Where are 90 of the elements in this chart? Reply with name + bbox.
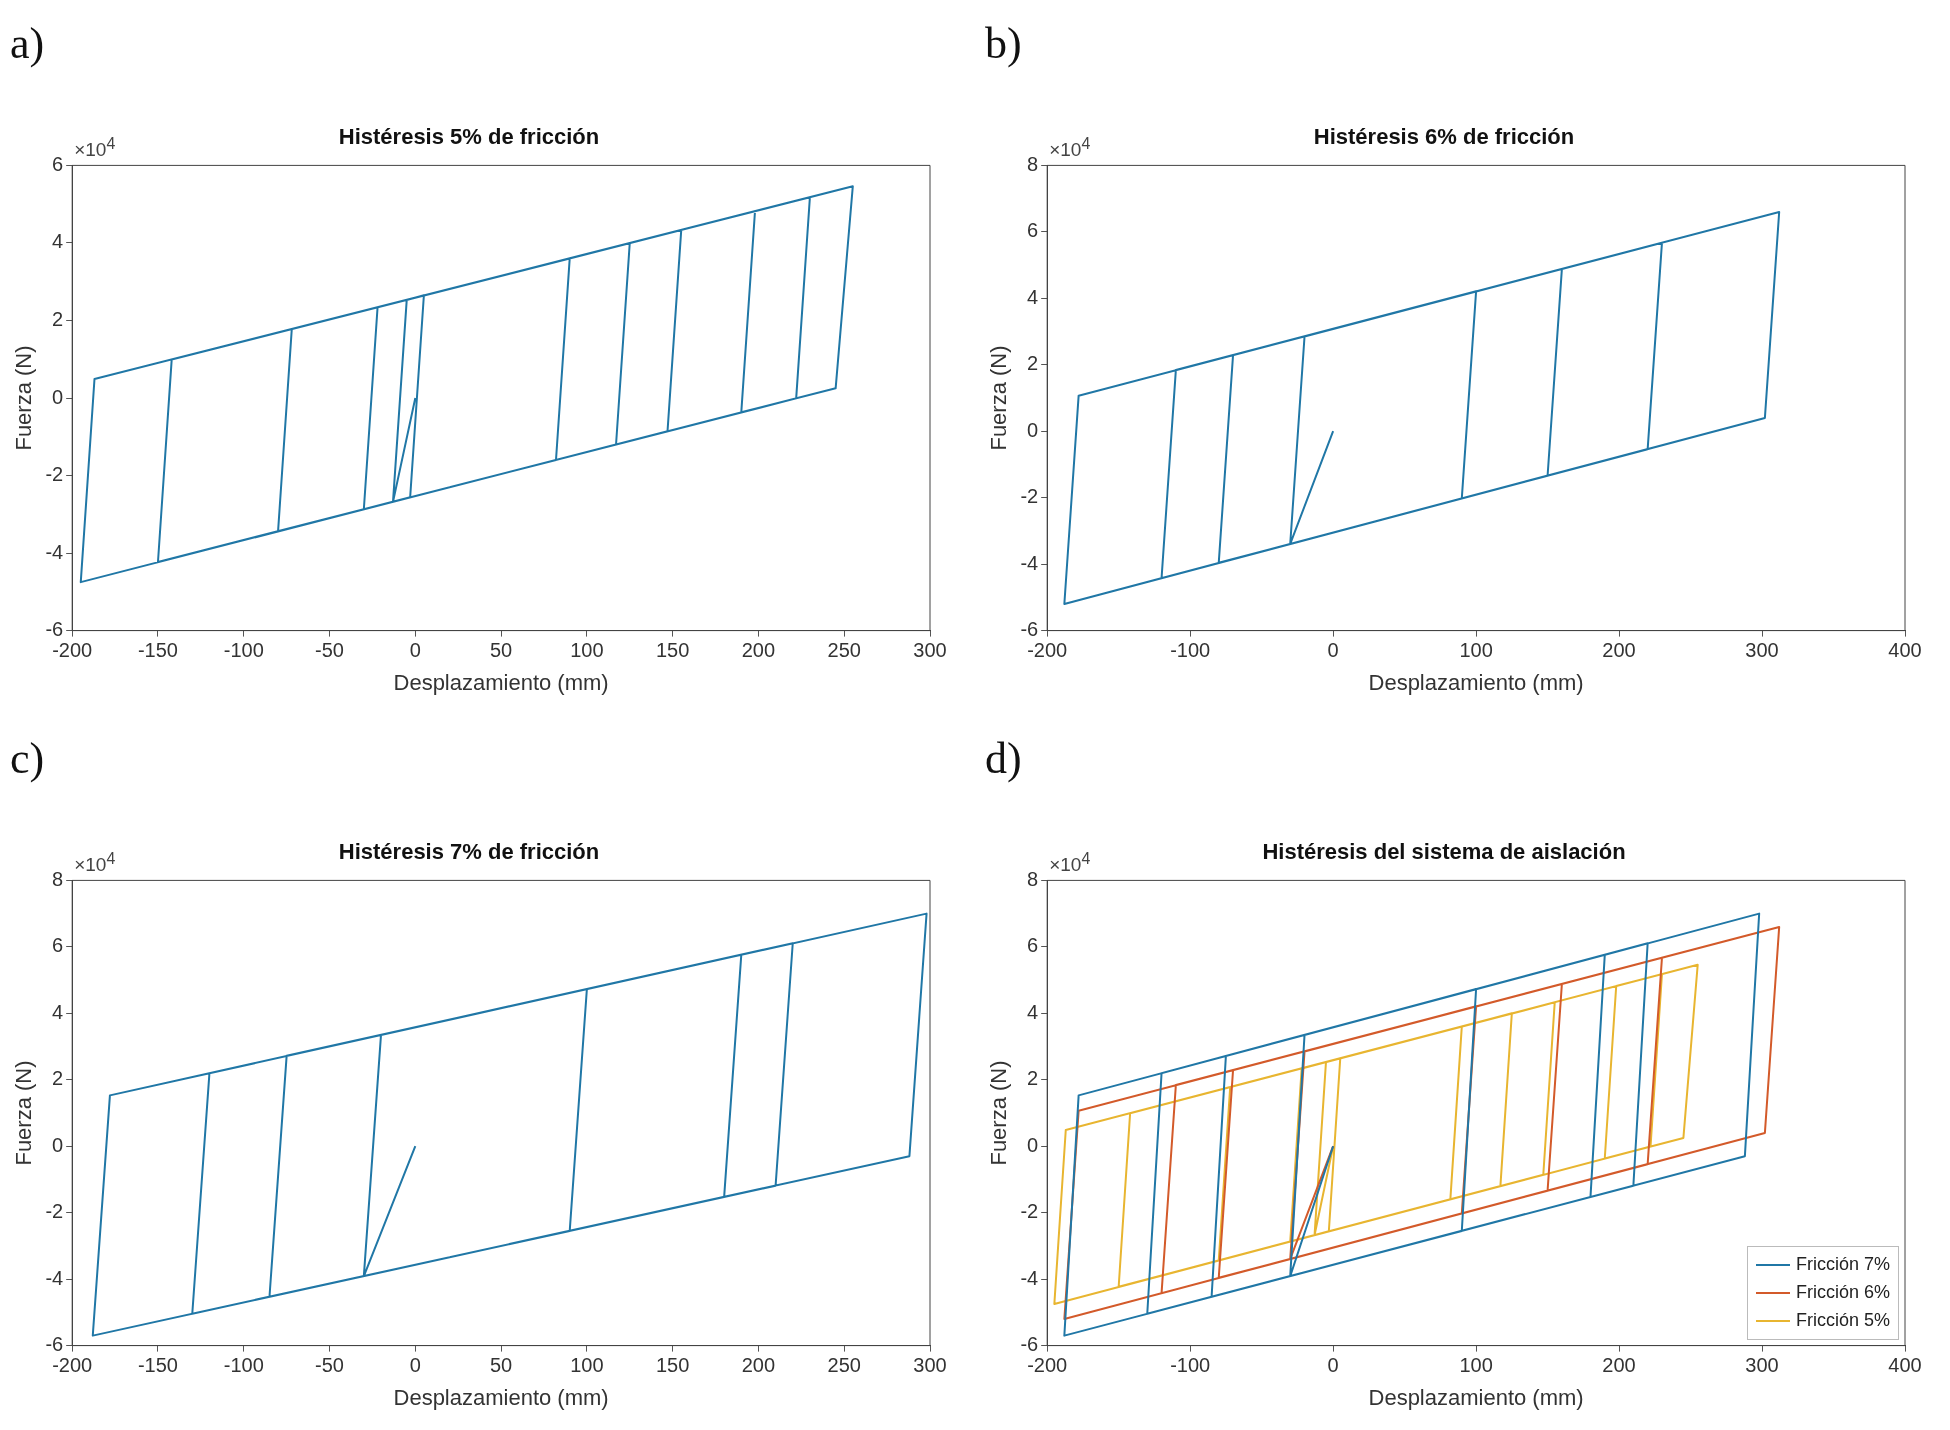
text: d)	[985, 733, 1022, 784]
legend-label: Fricción 7%	[1796, 1254, 1891, 1276]
y-tick-label: 2	[52, 307, 64, 330]
x-axis-title: Desplazamiento (mm)	[1368, 1384, 1584, 1410]
legend-label: Fricción 5%	[1796, 1310, 1891, 1332]
y-tick-label: -2	[1020, 1200, 1039, 1223]
x-tick-label: 300	[913, 639, 947, 662]
x-tick-label: 200	[741, 639, 776, 662]
x-tick-label: 100	[570, 639, 604, 662]
x-tick-label: 50	[489, 639, 513, 662]
x-tick-label: 200	[741, 1354, 776, 1377]
y-tick-label: 4	[52, 1000, 64, 1023]
y-tick-label: 6	[52, 934, 64, 957]
x-tick-label: -150	[137, 639, 178, 662]
x-tick-label: 200	[1602, 639, 1636, 662]
y-tick-label: 2	[1027, 352, 1039, 375]
y-tick-label: 6	[1027, 219, 1039, 242]
y-tick-label: 6	[52, 152, 64, 175]
x-tick-label: -50	[315, 1354, 344, 1377]
x-tick-label: 400	[1888, 1354, 1922, 1377]
x-tick-label: 0	[1327, 1354, 1339, 1377]
x-tick-label: 150	[655, 639, 690, 662]
x-axis-title: Desplazamiento (mm)	[393, 1384, 609, 1410]
y-tick-label: -4	[1020, 1266, 1039, 1289]
x-tick-label: -100	[1170, 639, 1211, 662]
y-tick-label: 4	[1027, 1000, 1039, 1023]
x-tick-label: 100	[570, 1354, 604, 1377]
x-tick-label: -100	[223, 639, 264, 662]
y-tick-label: -2	[45, 463, 64, 486]
y-tick-label: -6	[1020, 618, 1039, 641]
y-tick-label: 0	[52, 385, 64, 408]
x-tick-label: 50	[489, 1354, 513, 1377]
legend-label: Fricción 6%	[1796, 1282, 1891, 1304]
y-tick-label: 8	[52, 867, 64, 890]
x-axis-title: Desplazamiento (mm)	[1368, 669, 1584, 695]
x-tick-label: 0	[409, 639, 421, 662]
text: ×10$^{4}$	[74, 135, 116, 162]
x-axis-title: Desplazamiento (mm)	[393, 669, 609, 695]
y-tick-label: -6	[45, 1333, 64, 1356]
x-tick-label: 0	[1327, 639, 1339, 662]
y-tick-label: 6	[1027, 934, 1039, 957]
y-axis-title: Fuerza (N)	[986, 1060, 1012, 1166]
x-tick-label: 0	[409, 1354, 421, 1377]
x-tick-label: 100	[1459, 639, 1493, 662]
y-tick-label: 2	[52, 1067, 64, 1090]
x-tick-label: 250	[827, 639, 861, 662]
y-tick-label: -2	[45, 1200, 64, 1223]
text: ×10$^{4}$	[1049, 850, 1091, 877]
x-tick-label: 300	[1745, 639, 1779, 662]
x-tick-label: -200	[52, 1354, 93, 1377]
y-tick-label: -6	[1020, 1333, 1039, 1356]
x-tick-label: 250	[827, 1354, 861, 1377]
x-tick-label: -150	[137, 1354, 178, 1377]
text: ×10$^{4}$	[1049, 135, 1091, 162]
x-tick-label: -50	[315, 639, 344, 662]
x-tick-label: 200	[1602, 1354, 1636, 1377]
y-tick-label: -4	[45, 540, 64, 563]
y-tick-label: 4	[52, 230, 64, 253]
text: c)	[10, 733, 45, 784]
x-tick-label: -200	[1027, 1354, 1068, 1377]
x-tick-label: -100	[223, 1354, 264, 1377]
x-tick-label: 400	[1888, 639, 1922, 662]
y-tick-label: 8	[1027, 152, 1039, 175]
text: b)	[985, 18, 1022, 69]
y-axis-title: Fuerza (N)	[11, 345, 37, 451]
y-axis-title: Fuerza (N)	[986, 345, 1012, 451]
y-tick-label: 0	[52, 1133, 64, 1156]
chart-title: Histéresis 5% de fricción	[338, 124, 600, 150]
y-tick-label: 0	[1027, 1133, 1039, 1156]
y-tick-label: 2	[1027, 1067, 1039, 1090]
y-tick-label: -4	[1020, 551, 1039, 574]
y-tick-label: -2	[1020, 485, 1039, 508]
x-tick-label: -100	[1170, 1354, 1211, 1377]
y-tick-label: 0	[1027, 418, 1039, 441]
chart-title: Histéresis del sistema de aislación	[1262, 839, 1626, 865]
y-tick-label: 8	[1027, 867, 1039, 890]
chart-title: Histéresis 7% de fricción	[338, 839, 600, 865]
x-tick-label: -200	[52, 639, 93, 662]
text: a)	[10, 18, 45, 69]
x-tick-label: 100	[1459, 1354, 1493, 1377]
y-tick-label: 4	[1027, 285, 1039, 308]
x-tick-label: -200	[1027, 639, 1068, 662]
x-tick-label: 300	[1745, 1354, 1779, 1377]
x-tick-label: 300	[913, 1354, 947, 1377]
chart-title: Histéresis 6% de fricción	[1313, 124, 1575, 150]
y-axis-title: Fuerza (N)	[11, 1060, 37, 1166]
text: ×10$^{4}$	[74, 850, 116, 877]
x-tick-label: 150	[655, 1354, 690, 1377]
y-tick-label: -6	[45, 618, 64, 641]
y-tick-label: -4	[45, 1266, 64, 1289]
